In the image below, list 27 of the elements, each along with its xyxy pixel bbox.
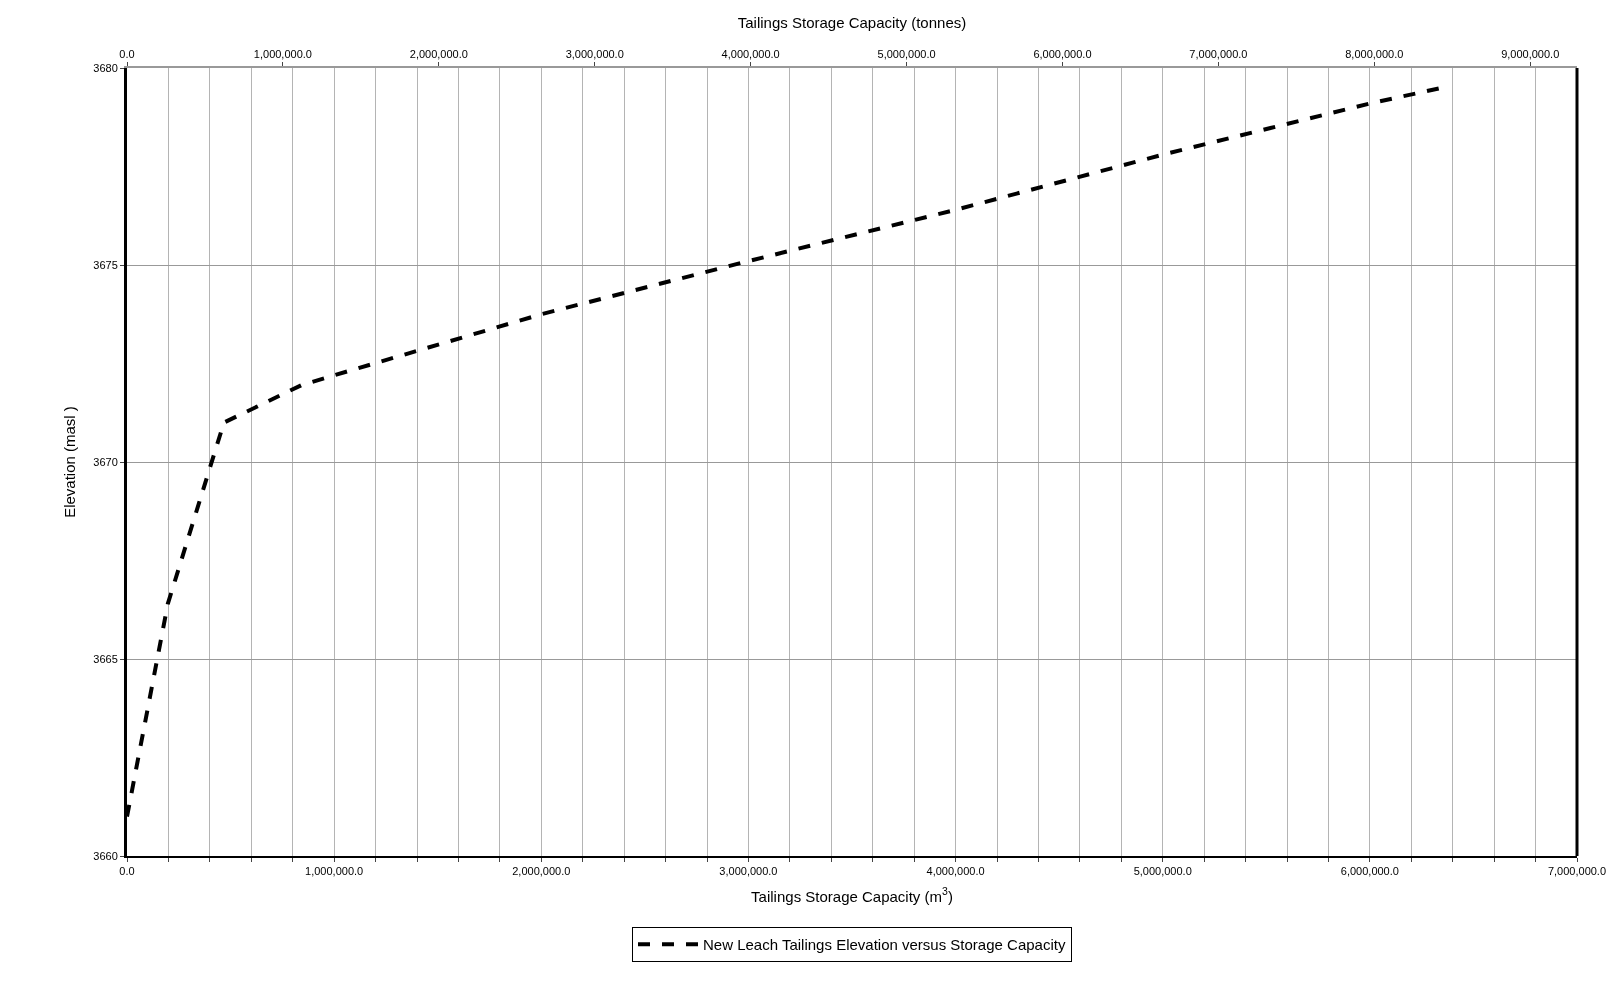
x2-tick-label: 8,000,000.0: [1345, 47, 1404, 60]
y-tick-label: 3675: [93, 258, 118, 271]
x-tick-label: 1,000,000.0: [305, 865, 364, 878]
x-tick-label: 4,000,000.0: [926, 865, 985, 878]
x2-tick-label: 2,000,000.0: [409, 47, 468, 60]
x2-tick-label: 0.0: [119, 47, 135, 60]
x-tick-label: 3,000,000.0: [719, 865, 778, 878]
x2-axis-title: Tailings Storage Capacity (tonnes): [737, 14, 967, 32]
x2-tick-label: 3,000,000.0: [565, 47, 624, 60]
x-axis-title: Tailings Storage Capacity (m$^{3}$): [751, 885, 953, 905]
legend-label: New Leach Tailings Elevation versus Storage Capacity: [703, 936, 1066, 954]
y-tick-label: 3680: [93, 61, 118, 74]
x-tick-label: 0.0: [119, 865, 135, 878]
y-tick-label: 3665: [93, 652, 118, 665]
y-axis-title: Elevation (masl ): [60, 406, 78, 518]
x-tick-label: 6,000,000.0: [1340, 865, 1399, 878]
y-tick-label: 3670: [93, 455, 118, 468]
x2-tick-label: 6,000,000.0: [1033, 47, 1092, 60]
x2-tick-label: 1,000,000.0: [253, 47, 312, 60]
x-tick-label: 2,000,000.0: [512, 865, 571, 878]
x-tick-label: 7,000,000.0: [1547, 865, 1607, 878]
x-tick-label: 5,000,000.0: [1133, 865, 1192, 878]
x2-tick-label: 7,000,000.0: [1189, 47, 1248, 60]
x2-tick-label: 9,000,000.0: [1501, 47, 1560, 60]
y-tick-label: 3660: [93, 849, 118, 862]
x2-tick-label: 5,000,000.0: [877, 47, 936, 60]
x2-tick-label: 4,000,000.0: [721, 47, 780, 60]
